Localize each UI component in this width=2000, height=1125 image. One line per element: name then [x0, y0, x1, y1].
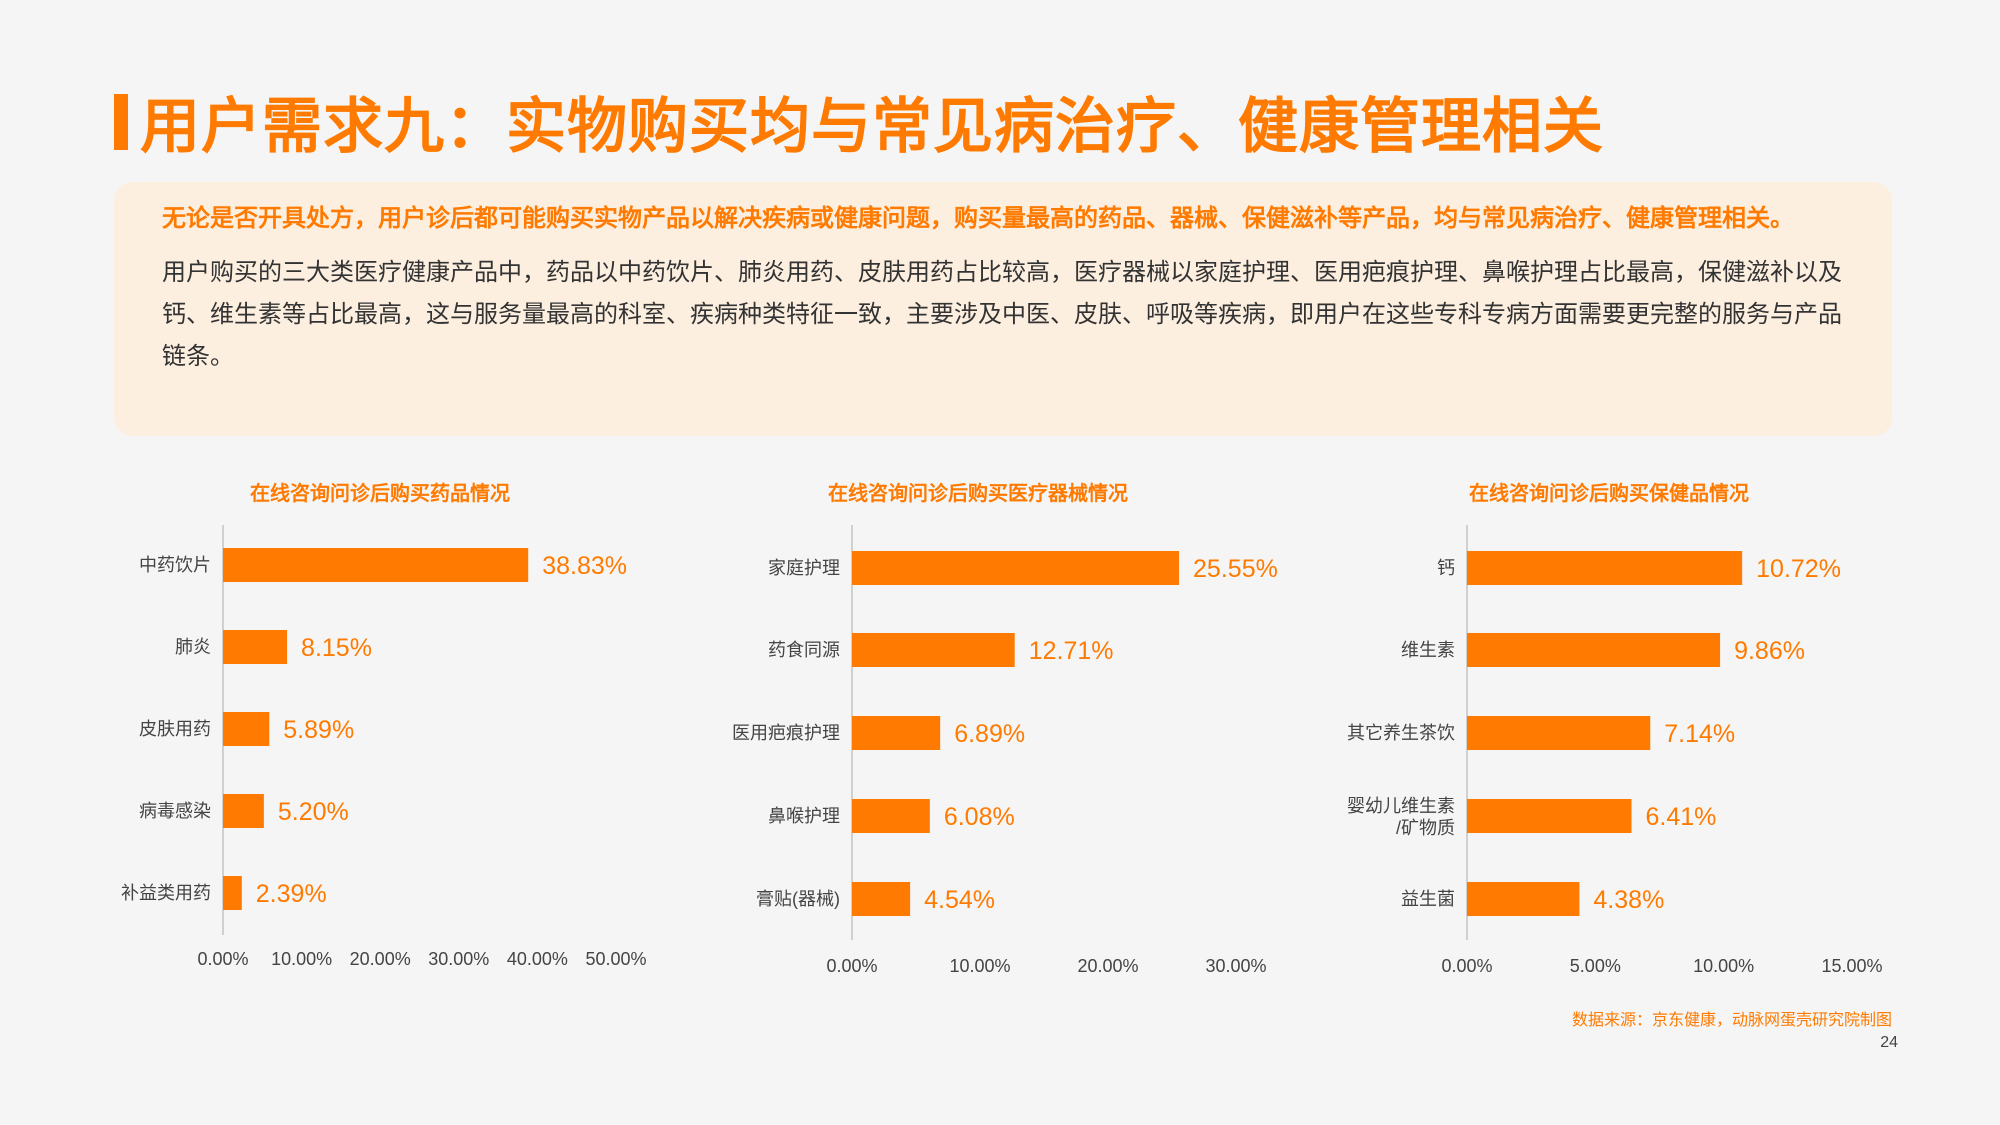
chart-1-value-label: 5.20% [278, 798, 349, 826]
chart-2-value-label: 25.55% [1193, 555, 1278, 583]
chart-2-category-label: 鼻喉护理 [768, 806, 840, 826]
chart-3-value-label: 6.41% [1646, 803, 1717, 831]
chart-1-category-label: 肺炎 [175, 637, 211, 657]
chart-2-bar [852, 716, 941, 750]
chart-3-value-label: 4.38% [1593, 886, 1664, 914]
title-accent-bar [114, 94, 128, 150]
chart-3-category-label: 益生菌 [1401, 889, 1455, 909]
chart-1-tick-label: 20.00% [350, 949, 411, 969]
chart-1-category-label: 中药饮片 [139, 555, 211, 575]
chart-2-tick-label: 20.00% [1077, 956, 1138, 976]
chart-2-bar [852, 551, 1180, 585]
chart-3-category-label: 钙 [1437, 558, 1455, 578]
chart-1-bar [223, 630, 288, 664]
chart-3-value-label: 7.14% [1664, 720, 1735, 748]
chart-2-category-label: 膏贴(器械) [756, 888, 840, 909]
chart-2-title: 在线咨询问诊后购买医疗器械情况 [828, 481, 1128, 505]
chart-2-category-label: 医用疤痕护理 [732, 723, 840, 743]
chart-2-category-label: 家庭护理 [768, 558, 840, 578]
chart-2-bar [852, 633, 1015, 667]
chart-1-category-label: 补益类用药 [121, 883, 211, 903]
chart-1-category-label: 皮肤用药 [139, 719, 211, 739]
chart-1-category-label: 病毒感染 [139, 801, 211, 821]
chart-3-tick-label: 15.00% [1821, 956, 1882, 976]
page-title: 用户需求九：实物购买均与常见病治疗、健康管理相关 [140, 93, 1604, 160]
chart-1-title: 在线咨询问诊后购买药品情况 [250, 481, 510, 505]
chart-3-bar [1467, 882, 1580, 916]
chart-2-tick-label: 10.00% [949, 956, 1010, 976]
page-number: 24 [1880, 1034, 1898, 1051]
chart-3-tick-label: 10.00% [1693, 956, 1754, 976]
chart-1-value-label: 38.83% [542, 552, 627, 580]
chart-3-tick-label: 0.00% [1441, 956, 1492, 976]
chart-2-value-label: 6.89% [954, 720, 1025, 748]
chart-1-value-label: 2.39% [256, 880, 327, 908]
chart-3-title: 在线咨询问诊后购买保健品情况 [1469, 481, 1749, 505]
chart-1-bar [223, 548, 529, 582]
chart-2-value-label: 4.54% [924, 886, 995, 914]
chart-3-category-label: 婴幼儿维生素/矿物质 [1347, 796, 1455, 838]
chart-1-bar [223, 794, 264, 828]
chart-3-value-label: 10.72% [1756, 555, 1841, 583]
chart-3-category-label: 其它养生茶饮 [1347, 723, 1455, 743]
chart-3-bar [1467, 799, 1632, 833]
summary-box: 无论是否开具处方，用户诊后都可能购买实物产品以解决疾病或健康问题，购买量最高的药… [114, 182, 1892, 436]
chart-1-tick-label: 40.00% [507, 949, 568, 969]
chart-1-value-label: 5.89% [283, 716, 354, 744]
chart-3-bar [1467, 716, 1651, 750]
chart-3-category-label: 维生素 [1401, 640, 1455, 660]
chart-1-bar [223, 712, 270, 746]
chart-2-tick-label: 30.00% [1205, 956, 1266, 976]
chart-2-bar [852, 799, 930, 833]
chart-1-tick-label: 0.00% [197, 949, 248, 969]
chart-3-bar [1467, 633, 1721, 667]
chart-1-bar [223, 876, 242, 910]
chart-1-tick-label: 50.00% [585, 949, 646, 969]
chart-1-tick-label: 30.00% [428, 949, 489, 969]
chart-2-category-label: 药食同源 [768, 640, 840, 660]
chart-2-value-label: 12.71% [1029, 637, 1114, 665]
chart-1-value-label: 8.15% [301, 634, 372, 662]
chart-1-tick-label: 10.00% [271, 949, 332, 969]
chart-2-value-label: 6.08% [944, 803, 1015, 831]
chart-2-bar [852, 882, 911, 916]
chart-3-value-label: 9.86% [1734, 637, 1805, 665]
summary-body: 用户购买的三大类医疗健康产品中，药品以中药饮片、肺炎用药、皮肤用药占比较高，医疗… [162, 259, 1842, 370]
chart-3-bar [1467, 551, 1743, 585]
data-source: 数据来源：京东健康，动脉网蛋壳研究院制图 [1571, 1012, 1892, 1029]
chart-2-tick-label: 0.00% [826, 956, 877, 976]
summary-highlight: 无论是否开具处方，用户诊后都可能购买实物产品以解决疾病或健康问题，购买量最高的药… [162, 205, 1794, 232]
chart-3-tick-label: 5.00% [1570, 956, 1621, 976]
